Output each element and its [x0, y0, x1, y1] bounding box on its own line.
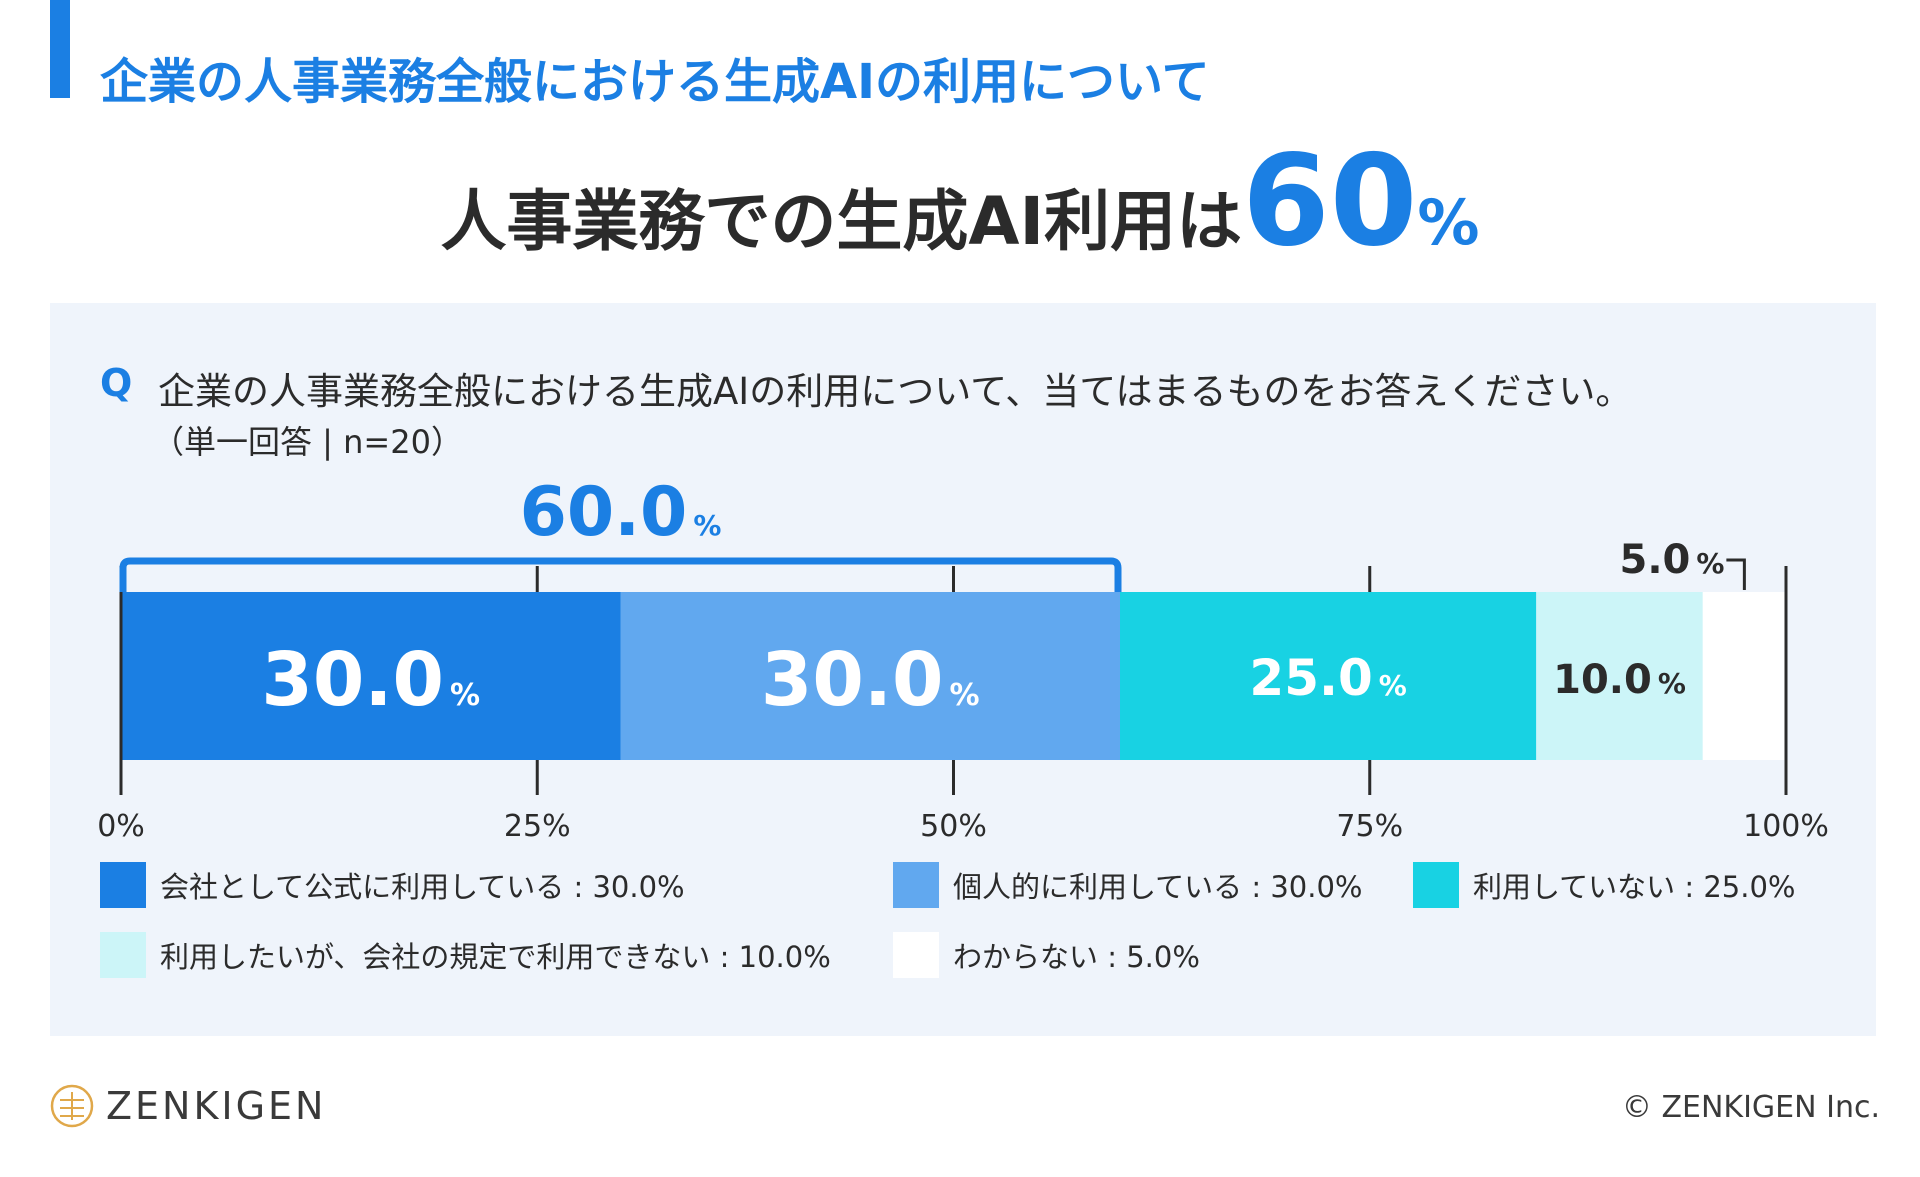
segment-value-label-3: 25.0%	[1249, 649, 1406, 707]
bracket-60	[119, 557, 1122, 592]
legend-swatch	[100, 932, 146, 978]
zenkigen-emblem-icon	[50, 1084, 94, 1128]
question-mark: Q	[100, 361, 133, 405]
legend-label: 個人的に利用している : 30.0%	[953, 870, 1363, 904]
tick-label-50: 50%	[920, 809, 987, 844]
segment-value-label-2: 30.0%	[761, 637, 980, 723]
small-segment-leader	[1726, 558, 1746, 590]
bracket-label: 60.0%	[520, 473, 722, 552]
legend-swatch	[1413, 862, 1459, 908]
legend-label: 会社として公式に利用している : 30.0%	[160, 870, 685, 904]
bar-segment-5	[1702, 592, 1786, 760]
bar-segment-1	[121, 592, 621, 760]
legend-label: 利用したいが、会社の規定で利用できない : 10.0%	[160, 940, 831, 974]
segment-value-label-4: 10.0%	[1553, 657, 1686, 703]
tick-label-75: 75%	[1336, 809, 1403, 844]
legend-label: 利用していない : 25.0%	[1473, 870, 1796, 904]
legend-item: 会社として公式に利用している : 30.0%	[100, 862, 685, 908]
legend-swatch	[100, 862, 146, 908]
tick-label-25: 25%	[504, 809, 571, 844]
question-note: （単一回答 | n=20）	[152, 423, 463, 461]
headline-unit: %	[1417, 186, 1480, 259]
legend-item: 利用していない : 25.0%	[1413, 862, 1795, 908]
legend-swatch	[893, 932, 939, 978]
question-text: 企業の人事業務全般における生成AIの利用について、当てはまるものをお答えください…	[158, 370, 1633, 413]
accent-bar	[50, 0, 70, 98]
headline: 人事業務での生成AI利用は60%	[0, 138, 1920, 264]
logo-text: ZENKIGEN	[106, 1084, 327, 1128]
legend-item: わからない : 5.0%	[893, 932, 1200, 978]
bar-segment-2	[620, 592, 1120, 760]
headline-number: 60	[1242, 127, 1418, 274]
section-title: 企業の人事業務全般における生成AIの利用について	[100, 54, 1210, 110]
tick-label-0: 0%	[97, 809, 145, 844]
copyright: © ZENKIGEN Inc.	[1621, 1090, 1880, 1125]
legend-swatch	[893, 862, 939, 908]
legend-item: 利用したいが、会社の規定で利用できない : 10.0%	[100, 932, 831, 978]
headline-text: 人事業務での生成AI利用は	[440, 183, 1243, 260]
segment-value-label-1: 30.0%	[261, 637, 480, 723]
bar-segment-4	[1536, 592, 1703, 760]
tick-label-100: 100%	[1743, 809, 1829, 844]
segment-value-label-5: 5.0%	[1620, 537, 1725, 583]
bar-segment-3	[1120, 592, 1537, 760]
company-logo: ZENKIGEN	[50, 1084, 326, 1128]
legend-item: 個人的に利用している : 30.0%	[893, 862, 1362, 908]
legend-label: わからない : 5.0%	[953, 940, 1200, 974]
